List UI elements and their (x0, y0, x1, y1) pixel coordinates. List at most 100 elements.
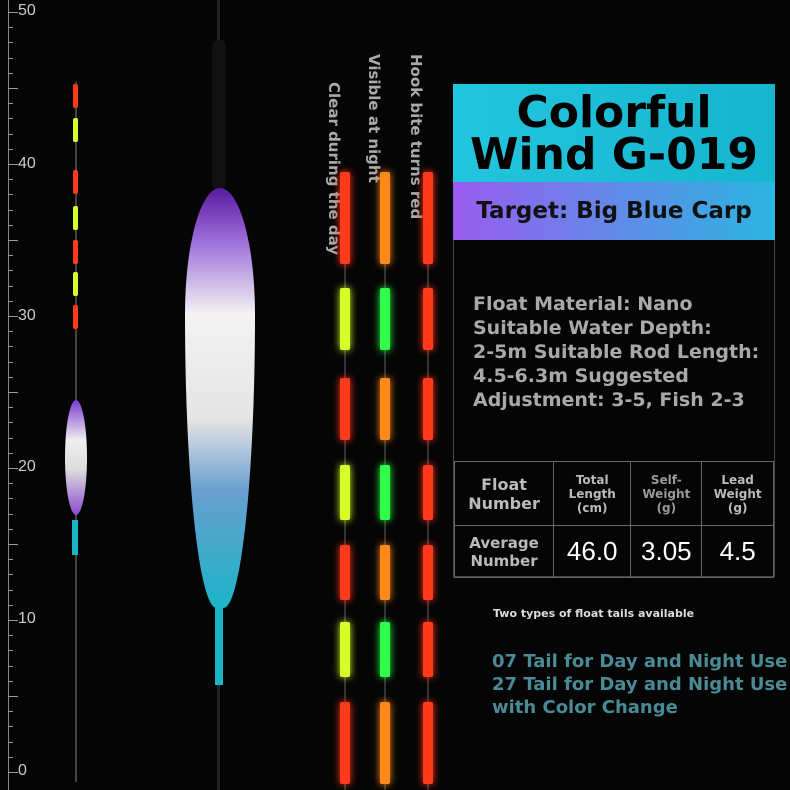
ruler-tick (8, 148, 13, 150)
tail-segment (340, 622, 350, 677)
tail-segment (73, 170, 78, 194)
tail-segment (380, 288, 390, 350)
ruler-tick (8, 285, 13, 287)
ruler-tick (8, 361, 13, 363)
ruler-tick (8, 468, 18, 469)
tail-segment (380, 465, 390, 520)
cell: 46.0 (553, 525, 632, 578)
ruler-label: 20 (18, 458, 36, 475)
tail-segment (423, 545, 433, 600)
tail-segment (380, 378, 390, 440)
ruler-tick (8, 194, 13, 196)
ruler-tick (8, 72, 13, 74)
ruler-tick (8, 711, 13, 713)
tail-segment (73, 206, 78, 230)
ruler-label: 10 (18, 610, 36, 627)
ruler-tick (8, 528, 13, 530)
product-description: Float Material: Nano Suitable Water Dept… (473, 292, 783, 412)
ruler-tick (8, 57, 13, 59)
tail-segment (423, 465, 433, 520)
desc-line: Suitable Water Depth: (473, 317, 712, 339)
desc-line: Adjustment: 3-5, Fish 2-3 (473, 389, 745, 411)
ruler-tick (8, 392, 18, 393)
ruler-tick (8, 27, 13, 29)
ruler-tick (8, 559, 13, 561)
spec-table: Float Number Total Length (cm) Self-Weig… (453, 461, 774, 578)
ruler-tick (8, 376, 13, 378)
ruler-tick (8, 437, 13, 439)
header-cell: Float Number (453, 461, 555, 526)
tail-types-list: 07 Tail for Day and Night Use 27 Tail fo… (492, 650, 787, 719)
ruler-tick (8, 589, 13, 591)
ruler-label: 40 (18, 155, 36, 172)
ruler-tick (8, 331, 13, 333)
tail-segment (340, 465, 350, 520)
tail-segment (423, 288, 433, 350)
desc-line: 2-5m Suitable Rod Length: (473, 341, 760, 363)
ruler-tick (8, 255, 13, 257)
table-row: Average Number 46.0 3.05 4.5 (453, 525, 774, 578)
ruler-tick (8, 42, 13, 44)
ruler-label: 50 (18, 2, 36, 19)
ruler-tick (8, 224, 13, 226)
ruler-tick (8, 756, 13, 758)
ruler-tick (8, 665, 13, 667)
tail-segment (73, 118, 78, 142)
ruler-tick (8, 726, 13, 728)
ruler-label: 30 (18, 307, 36, 324)
tail-segment (423, 622, 433, 677)
ruler-tick (8, 650, 13, 652)
ruler-tick (8, 133, 13, 135)
ruler-tick (8, 12, 18, 13)
ruler-tick (8, 316, 18, 317)
desc-line: Float Material: Nano (473, 293, 693, 315)
ruler-tick (8, 498, 13, 500)
ruler-tick (8, 544, 18, 545)
ruler-tick (8, 164, 18, 165)
target-fish: Target: Big Blue Carp (453, 182, 775, 240)
tail-type: 27 Tail for Day and Night Use (492, 674, 788, 695)
ruler-tick (8, 179, 13, 181)
tail-label-night: Visible at night (365, 54, 383, 183)
tail-segment (380, 172, 390, 264)
cell: 3.05 (630, 525, 703, 578)
ruler-tick (8, 422, 13, 424)
ruler-tick (8, 452, 13, 454)
tail-type: 07 Tail for Day and Night Use (492, 651, 788, 672)
tail-segment (340, 378, 350, 440)
ruler-tick (8, 103, 13, 105)
ruler-tick (8, 574, 13, 576)
tail-segment (423, 172, 433, 264)
tail-segment (73, 84, 78, 108)
cell: Average Number (453, 525, 555, 578)
title-line: Wind G-019 (470, 129, 758, 180)
table-header-row: Float Number Total Length (cm) Self-Weig… (453, 461, 774, 526)
tail-segment (340, 172, 350, 264)
ruler-tick (8, 620, 18, 621)
header-cell: Lead Weight (g) (701, 461, 774, 526)
tail-segment (340, 545, 350, 600)
ruler-tick (8, 513, 13, 515)
tail-segment (73, 240, 78, 264)
ruler-tick (8, 88, 18, 89)
tail-segment (73, 272, 78, 296)
desc-line: 4.5-6.3m Suggested (473, 365, 689, 387)
ruler-tick (8, 741, 13, 743)
ruler-tick (8, 680, 13, 682)
tail-segment (380, 622, 390, 677)
tail-segment (380, 702, 390, 784)
product-title: Colorful Wind G-019 (453, 84, 775, 182)
ruler-tick (8, 604, 13, 606)
tail-label-day: Clear during the day (325, 82, 343, 256)
ruler-tick (8, 300, 13, 302)
ruler-tick (8, 772, 18, 773)
tail-segment (340, 702, 350, 784)
tail-types-note: Two types of float tails available (493, 607, 695, 620)
header-cell: Total Length (cm) (553, 461, 632, 526)
ruler-tick (8, 407, 13, 409)
ruler-tick (8, 696, 18, 697)
ruler-tick (8, 346, 13, 348)
tail-segment (423, 702, 433, 784)
ruler-tick (8, 483, 13, 485)
ruler-tick (8, 118, 13, 120)
